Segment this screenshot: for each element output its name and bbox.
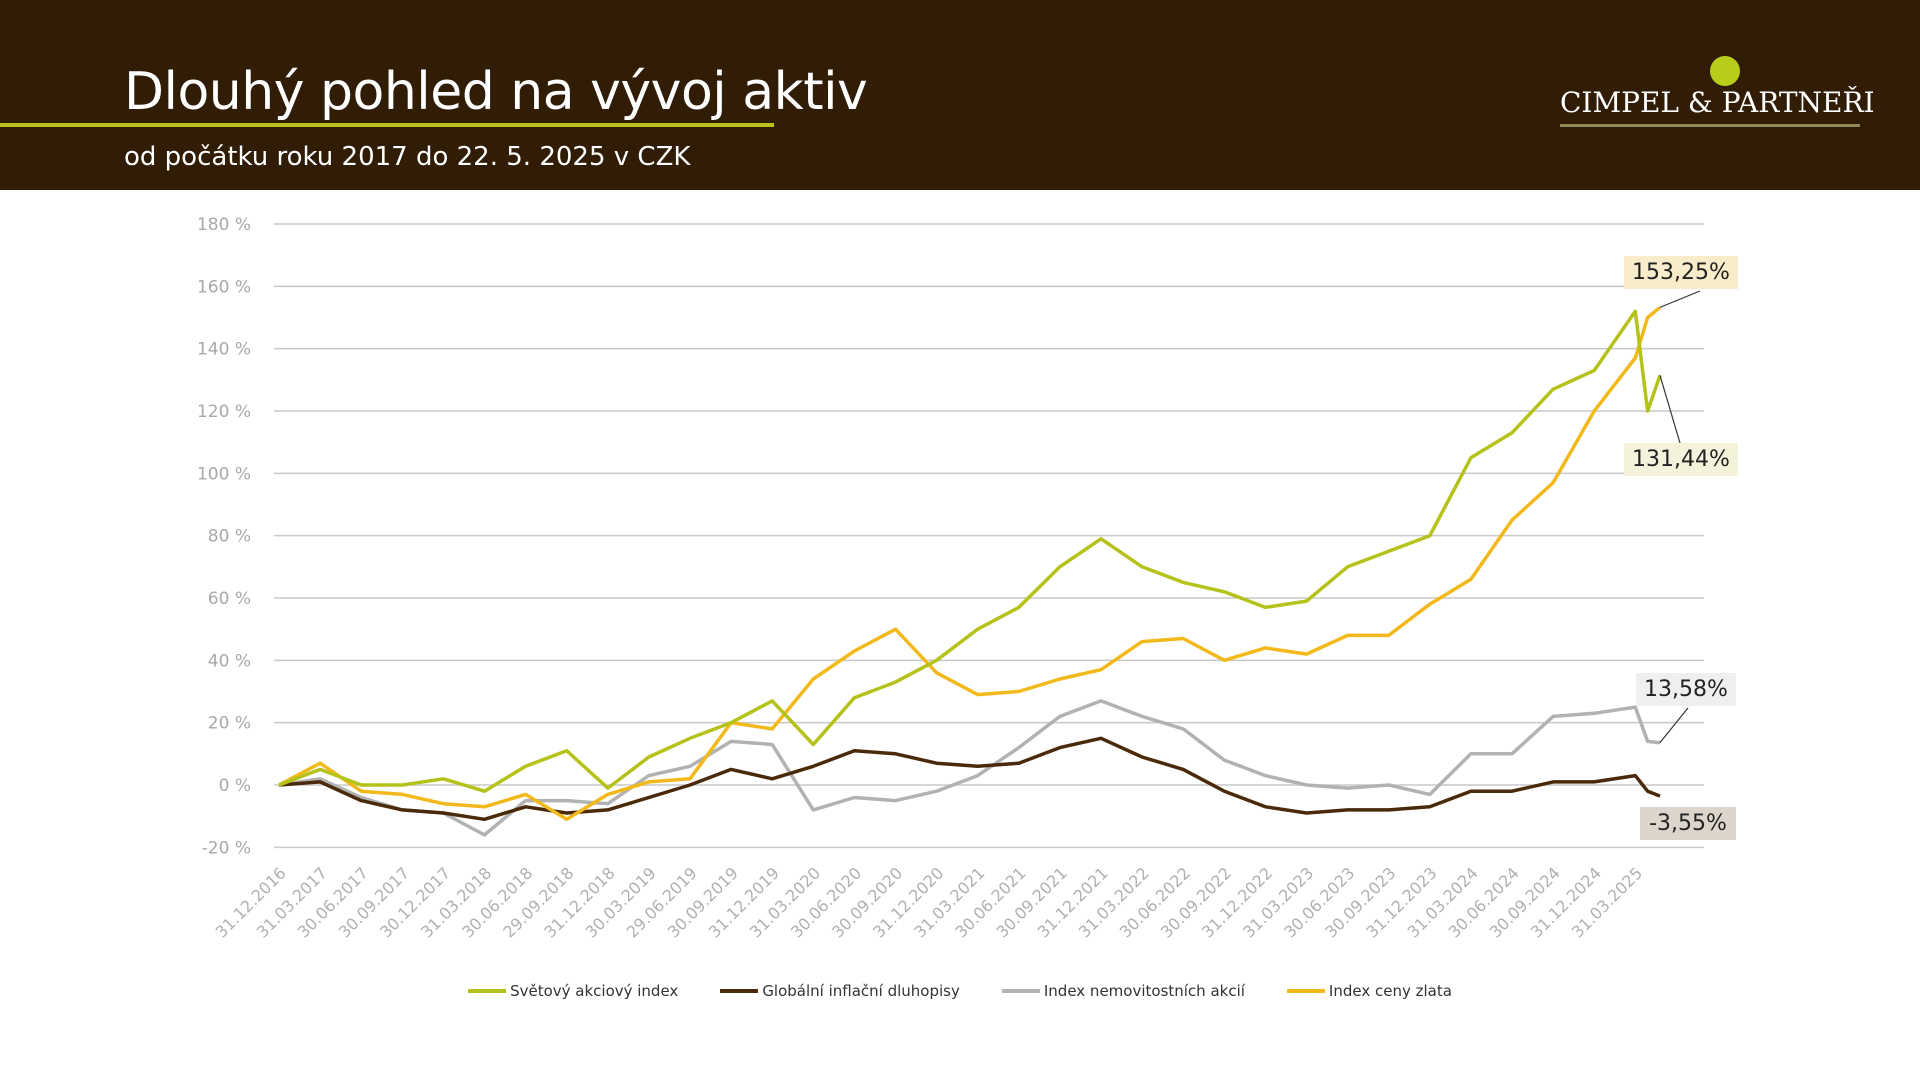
page-title: Dlouhý pohled na vývoj aktiv bbox=[124, 62, 868, 122]
legend-label: Světový akciový index bbox=[510, 982, 679, 1000]
legend-label: Index nemovitostních akcií bbox=[1043, 982, 1245, 1000]
y-tick-label: 0 % bbox=[219, 776, 251, 796]
header-bar: Dlouhý pohled na vývoj aktiv od počátku … bbox=[0, 0, 1920, 190]
legend-label: Index ceny zlata bbox=[1328, 982, 1452, 1000]
y-tick-label: 120 % bbox=[197, 402, 251, 422]
y-tick-label: 40 % bbox=[208, 651, 251, 671]
y-tick-label: 20 % bbox=[208, 714, 251, 734]
y-tick-label: 180 % bbox=[197, 215, 251, 235]
legend-item-gold: Index ceny zlata bbox=[1286, 982, 1452, 1000]
y-tick-label: 100 % bbox=[197, 464, 251, 484]
title-underline bbox=[0, 123, 774, 127]
legend-swatch bbox=[1286, 989, 1325, 993]
callout-world-end: 131,44% bbox=[1624, 443, 1738, 476]
callout-realestate-end: 13,58% bbox=[1636, 673, 1736, 706]
legend-item-world: Světový akciový index bbox=[468, 982, 678, 1000]
legend-swatch bbox=[468, 989, 507, 993]
legend-swatch bbox=[1001, 989, 1040, 993]
series-line-realestate bbox=[278, 699, 1661, 837]
y-tick-label: 160 % bbox=[197, 277, 251, 297]
y-tick-label: 80 % bbox=[208, 527, 251, 547]
y-tick-label: 140 % bbox=[197, 340, 251, 360]
series-line-gold bbox=[278, 306, 1662, 822]
y-tick-label: 60 % bbox=[208, 589, 251, 609]
logo-underline bbox=[1560, 124, 1860, 127]
y-tick-label: -20 % bbox=[202, 838, 251, 858]
series-line-world bbox=[278, 309, 1662, 793]
callout-gold-end: 153,25% bbox=[1624, 256, 1738, 289]
callout-bonds-end: -3,55% bbox=[1640, 807, 1736, 840]
callout-connector bbox=[1659, 290, 1701, 308]
company-logo: CIMPEL & PARTNEŘI bbox=[1560, 56, 1880, 130]
series-line-bonds bbox=[278, 736, 1661, 822]
legend-item-bonds: Globální inflační dluhopisy bbox=[720, 982, 960, 1000]
leaf-icon bbox=[1710, 56, 1740, 86]
logo-text: CIMPEL & PARTNEŘI bbox=[1560, 86, 1875, 119]
legend-item-realestate: Index nemovitostních akcií bbox=[1001, 982, 1245, 1000]
page-subtitle: od počátku roku 2017 do 22. 5. 2025 v CZ… bbox=[124, 142, 691, 172]
callout-connector bbox=[1659, 375, 1681, 444]
callout-connector bbox=[1659, 707, 1689, 744]
legend-swatch bbox=[720, 989, 759, 993]
legend-label: Globální inflační dluhopisy bbox=[762, 982, 960, 1000]
chart-legend: Světový akciový index Globální inflační … bbox=[0, 982, 1920, 1000]
